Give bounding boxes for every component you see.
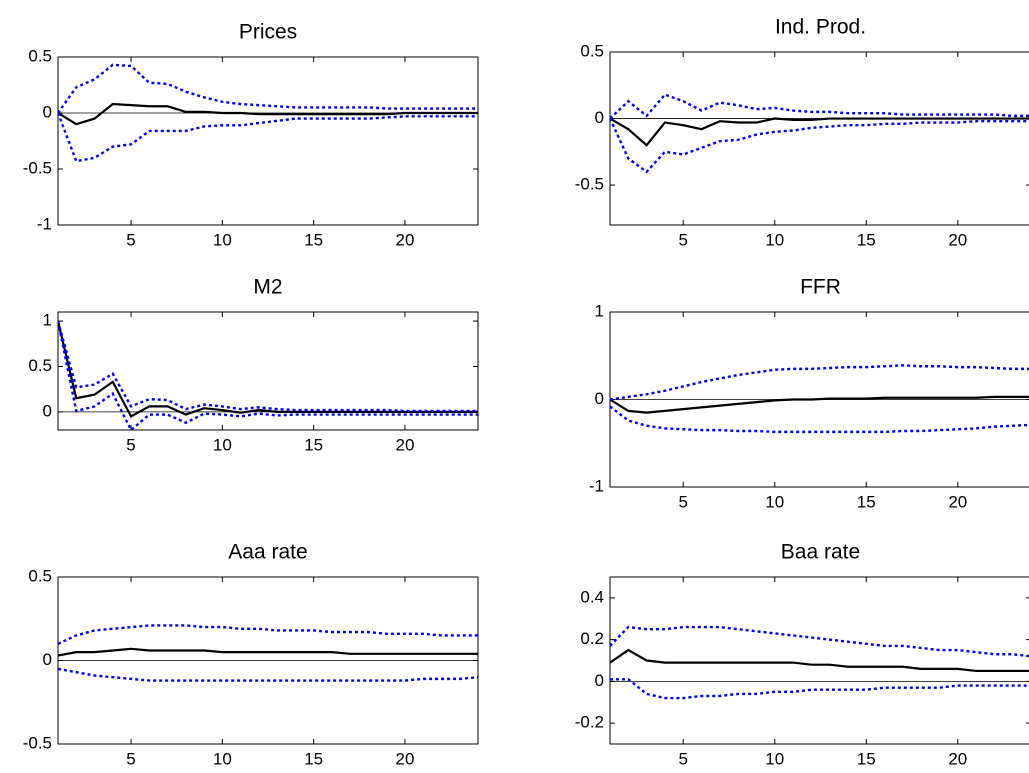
y-tick-label: -1 [37,214,52,233]
y-tick-label: -1 [589,476,604,495]
y-tick-label: 0.5 [580,41,604,60]
series-line [58,102,478,126]
chart-title: Baa rate [781,541,860,564]
x-tick-label: 5 [126,435,135,454]
x-tick-label: 10 [765,492,784,511]
y-tick-label: 0.5 [28,566,52,585]
x-tick-label: 5 [678,749,687,768]
y-tick-label: -0.5 [575,175,604,194]
y-tick-label: 0 [595,671,604,690]
panel: Prices 5 10 15 20 -1 -0.5 0 0.5 [23,21,479,249]
x-tick-label: 10 [213,749,232,768]
y-tick-label: -0.5 [23,733,52,752]
series-line [610,678,1029,700]
x-tick-label: 15 [857,749,876,768]
chart-title: Aaa rate [228,541,307,564]
x-tick-label: 20 [948,230,967,249]
series-line [610,648,1029,673]
series-line [58,320,478,413]
panel: Ind. Prod. 5 10 15 20 -0.5 0 0.5 [575,16,1029,249]
series-line [610,117,1029,147]
x-tick-label: 20 [395,749,414,768]
y-tick-label: 0.2 [580,629,604,648]
x-tick-label: 5 [678,230,687,249]
series-line [58,63,478,114]
x-tick-label: 15 [857,230,876,249]
y-tick-label: 0 [43,401,52,420]
x-tick-label: 15 [304,230,323,249]
series-line [610,118,1029,174]
x-tick-label: 20 [395,435,414,454]
series-line [58,647,478,657]
x-tick-label: 20 [395,230,414,249]
x-tick-label: 20 [948,492,967,511]
plot-area [57,56,479,226]
y-tick-label: -0.2 [575,713,604,732]
series-line [58,320,478,430]
x-tick-label: 10 [765,230,784,249]
panel: Aaa rate 5 10 15 20 -0.5 0 0.5 [23,541,479,768]
plot-area [609,576,1029,745]
y-tick-label: 0 [595,389,604,408]
panel: FFR 5 10 15 20 -1 0 1 [589,276,1029,511]
panel: M2 5 10 15 20 0 0.5 1 [28,276,479,454]
x-tick-label: 15 [304,435,323,454]
panel: Baa rate 5 10 15 20 -0.2 0 0.2 0.4 [575,541,1029,768]
series-line [610,625,1029,658]
x-tick-label: 10 [213,435,232,454]
series-line [610,395,1029,414]
y-tick-label: 0.5 [28,46,52,65]
series-line [58,112,478,163]
x-tick-label: 5 [126,749,135,768]
y-tick-label: 0 [43,102,52,121]
y-tick-label: 0 [43,650,52,669]
chart-title: M2 [253,276,282,299]
chart-title: FFR [800,276,841,299]
series-line [610,405,1029,434]
y-tick-label: 1 [43,311,52,330]
series-line [610,93,1029,120]
y-tick-label: 1 [595,301,604,320]
y-tick-label: 0.5 [28,356,52,375]
series-line [58,667,478,682]
series-line [58,624,478,645]
x-tick-label: 10 [213,230,232,249]
y-tick-label: -0.5 [23,158,52,177]
x-tick-label: 15 [304,749,323,768]
y-tick-label: 0 [595,108,604,127]
x-tick-label: 5 [126,230,135,249]
x-tick-label: 15 [857,492,876,511]
chart-title: Prices [239,21,297,44]
chart-title: Ind. Prod. [775,16,866,39]
plot-area [609,51,1029,226]
x-tick-label: 5 [678,492,687,511]
x-tick-label: 10 [765,749,784,768]
x-tick-label: 20 [948,749,967,768]
y-tick-label: 0.4 [580,587,604,606]
